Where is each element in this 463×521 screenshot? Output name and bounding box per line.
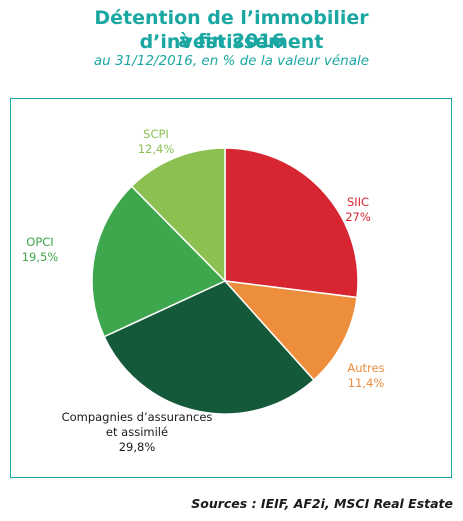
pie-slice-opci — [91, 185, 227, 338]
slice-label-2: Compagnies d’assurances et assimilé 29,8% — [62, 410, 213, 454]
chart-frame — [10, 98, 452, 478]
pie-slice-scpi — [130, 147, 226, 283]
slice-label-0: SIIC 27% — [345, 195, 371, 224]
chart-subtitle: au 31/12/2016, en % de la valeur vénale — [93, 53, 370, 69]
slice-label-3: OPCI 19,5% — [22, 235, 59, 264]
pie-labels: SIIC 27% Autres 11,4% Compagnies d’assurance… — [22, 127, 385, 454]
slice-label-1: Autres 11,4% — [347, 361, 384, 390]
pie-slices — [91, 147, 359, 415]
chart-title-line-2: à fin 2016 — [178, 30, 285, 52]
pie-slice-siic — [224, 147, 359, 299]
slice-label-4: SCPI 12,4% — [138, 127, 175, 156]
source-note: Sources : IEIF, AF2i, MSCI Real Estate — [191, 496, 453, 511]
chart-title-line-1: Détention de l’immobilier d’investisseme… — [94, 7, 369, 53]
pie-slice-compagnies-d-assurances-et-assimil — [103, 280, 315, 415]
pie-slice-autres — [223, 280, 358, 382]
